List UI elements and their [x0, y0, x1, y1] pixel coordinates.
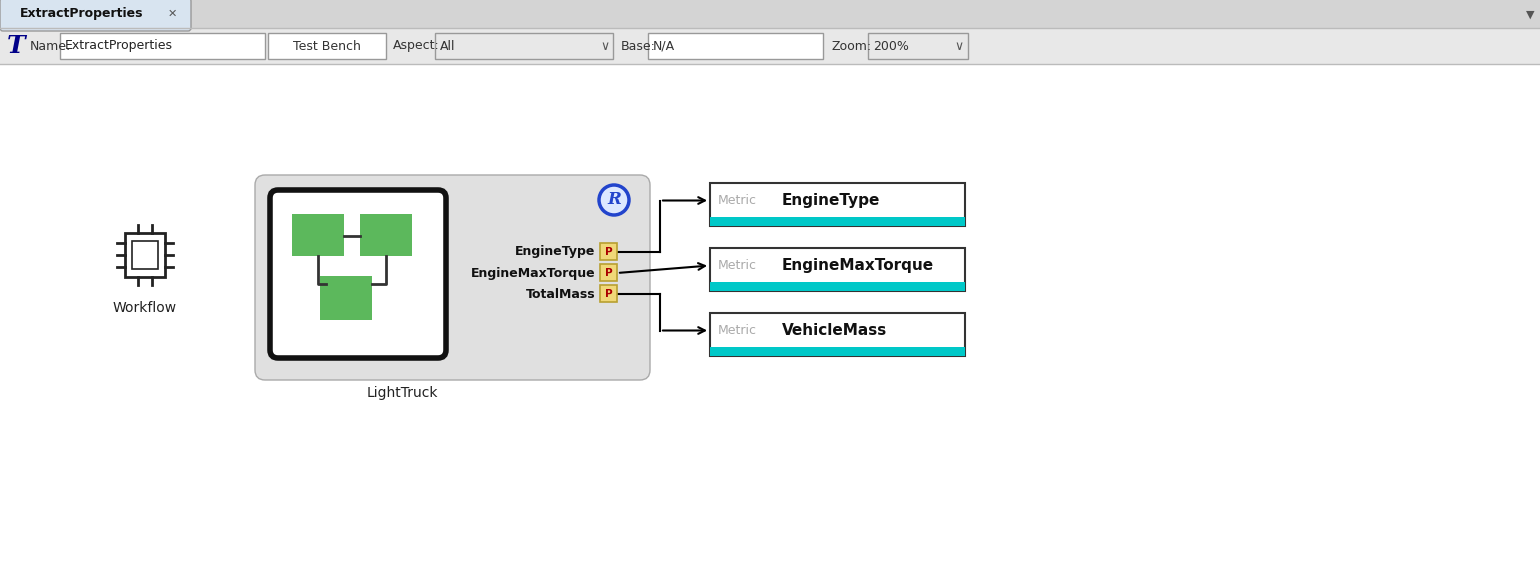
Text: VehicleMass: VehicleMass	[782, 323, 887, 338]
Text: ∨: ∨	[601, 40, 610, 52]
Bar	[60, 33, 265, 59]
Text: TotalMass: TotalMass	[525, 288, 594, 301]
Text: EngineType: EngineType	[514, 246, 594, 258]
Text: Metric: Metric	[718, 324, 758, 337]
Text: Base:: Base:	[621, 40, 656, 52]
Bar	[0, 0, 1540, 28]
Text: P: P	[605, 289, 613, 299]
Text: ✕: ✕	[168, 9, 177, 19]
Text: Test Bench: Test Bench	[293, 40, 360, 52]
Text: Name:: Name:	[29, 40, 71, 52]
FancyBboxPatch shape	[0, 0, 191, 31]
Text: ▼: ▼	[1526, 10, 1534, 20]
FancyBboxPatch shape	[256, 175, 650, 380]
Circle shape	[599, 185, 628, 215]
Text: ExtractProperties: ExtractProperties	[65, 40, 172, 52]
Text: Aspect:: Aspect:	[393, 40, 440, 52]
Text: Workflow: Workflow	[112, 301, 177, 315]
Bar	[601, 285, 618, 302]
FancyBboxPatch shape	[270, 190, 447, 358]
Bar	[601, 243, 618, 260]
Bar	[601, 264, 618, 281]
Text: LightTruck: LightTruck	[367, 386, 439, 400]
Bar	[360, 214, 413, 256]
Bar	[710, 282, 966, 291]
Text: EngineMaxTorque: EngineMaxTorque	[782, 258, 935, 273]
Bar	[648, 33, 822, 59]
Bar	[710, 183, 966, 226]
Bar	[869, 33, 969, 59]
Bar	[710, 248, 966, 291]
Bar	[268, 33, 387, 59]
Text: P: P	[605, 247, 613, 257]
Text: R: R	[607, 192, 621, 208]
Text: P: P	[605, 268, 613, 278]
Text: Zoom:: Zoom:	[832, 40, 872, 52]
Bar	[434, 33, 613, 59]
Text: Metric: Metric	[718, 194, 758, 207]
Text: T: T	[6, 34, 25, 58]
Bar	[0, 28, 1540, 64]
Bar	[710, 347, 966, 356]
Text: N/A: N/A	[653, 40, 675, 52]
Bar	[710, 313, 966, 356]
Bar	[320, 276, 373, 320]
Text: 200%: 200%	[873, 40, 909, 52]
Bar	[293, 214, 343, 256]
Text: ∨: ∨	[955, 40, 964, 52]
Text: EngineMaxTorque: EngineMaxTorque	[470, 266, 594, 280]
Text: ExtractProperties: ExtractProperties	[20, 7, 143, 21]
Bar	[125, 233, 165, 277]
Text: All: All	[440, 40, 456, 52]
Bar	[710, 217, 966, 226]
Text: Metric: Metric	[718, 259, 758, 272]
Bar	[132, 241, 159, 269]
Text: EngineType: EngineType	[782, 193, 881, 208]
